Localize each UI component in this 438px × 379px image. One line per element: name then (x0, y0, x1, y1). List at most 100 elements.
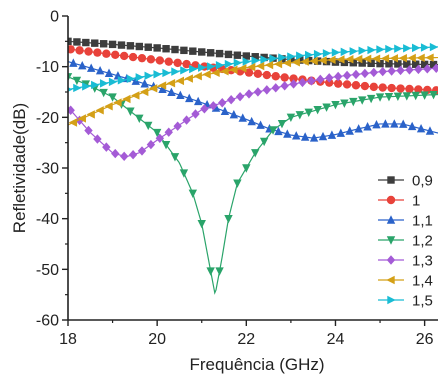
data-point (158, 84, 167, 93)
data-point (144, 121, 153, 131)
data-point (360, 81, 370, 91)
data-point (182, 59, 191, 69)
data-point (325, 78, 334, 87)
data-point (277, 119, 287, 129)
data-point (68, 37, 72, 46)
data-point (78, 60, 87, 70)
plot-area (68, 37, 438, 295)
x-axis-title: Frequência (GHz) (189, 355, 324, 374)
data-point (367, 59, 375, 68)
data-point (93, 134, 102, 144)
data-point (179, 169, 189, 178)
legend-item: 0,9 (378, 173, 433, 190)
legend-label: 1,5 (412, 293, 433, 310)
data-point (108, 77, 118, 87)
data-point (363, 122, 372, 131)
data-point (402, 92, 411, 101)
data-point (69, 58, 78, 67)
data-point (167, 87, 176, 97)
data-point (144, 71, 153, 80)
y-tick-label: -40 (36, 211, 59, 228)
x-tick-label: 22 (237, 331, 255, 348)
data-point (111, 148, 120, 159)
data-point (137, 146, 147, 156)
data-point (218, 98, 227, 108)
data-point (378, 83, 387, 92)
data-point (304, 108, 313, 117)
data-point (193, 96, 203, 106)
data-point (318, 131, 328, 141)
legend-marker (386, 255, 396, 265)
data-point (371, 54, 381, 63)
data-point (313, 106, 322, 115)
data-point (153, 70, 162, 79)
data-point (152, 128, 162, 138)
data-point (148, 84, 158, 93)
data-point (164, 127, 173, 137)
series-1-2 (68, 73, 438, 295)
series-1-5 (68, 42, 438, 93)
data-point (405, 65, 414, 75)
data-point (238, 64, 247, 73)
data-point (292, 131, 301, 140)
data-point (128, 52, 138, 62)
data-point (305, 50, 314, 60)
data-point (384, 92, 394, 102)
data-point (242, 57, 252, 66)
data-point (345, 126, 354, 135)
data-point (135, 42, 144, 51)
data-point (269, 54, 278, 63)
data-point (407, 121, 417, 131)
data-point (390, 119, 399, 128)
legend-marker (386, 195, 396, 205)
data-point (340, 99, 349, 108)
x-tick-label: 24 (327, 331, 345, 348)
data-point (126, 74, 136, 84)
data-point (162, 45, 170, 53)
data-point (369, 67, 379, 78)
data-point (224, 214, 233, 224)
data-point (333, 79, 343, 88)
series-1 (68, 45, 438, 95)
data-point (233, 179, 242, 188)
data-point (197, 220, 206, 229)
data-point (82, 82, 91, 91)
data-point (155, 56, 165, 65)
data-point (122, 94, 131, 104)
data-point (233, 51, 242, 59)
data-point (139, 87, 149, 97)
data-point (175, 76, 185, 86)
data-point (206, 49, 215, 57)
data-point (99, 79, 109, 88)
data-point (200, 104, 209, 114)
data-point (327, 55, 336, 65)
data-point (164, 57, 173, 66)
data-point (244, 68, 254, 77)
data-point (416, 124, 426, 133)
data-point (394, 44, 403, 53)
data-point (75, 115, 84, 126)
data-point (358, 96, 367, 105)
data-point (206, 267, 215, 276)
data-point (342, 80, 352, 89)
data-point (393, 92, 403, 101)
data-point (407, 53, 416, 63)
y-tick-label: 0 (50, 9, 59, 26)
data-point (215, 61, 225, 70)
data-point (176, 90, 185, 100)
data-point (68, 105, 75, 115)
data-point (425, 126, 435, 135)
data-point (429, 60, 438, 69)
data-point (173, 58, 182, 68)
legend-marker (386, 215, 396, 224)
data-point (104, 68, 114, 77)
data-point (86, 110, 95, 119)
data-point (412, 60, 420, 68)
data-point (414, 85, 423, 94)
data-point (119, 51, 129, 61)
data-point (171, 45, 179, 54)
data-point (113, 98, 122, 107)
data-point (182, 115, 191, 125)
legend-marker (387, 176, 395, 184)
data-point (366, 94, 376, 104)
